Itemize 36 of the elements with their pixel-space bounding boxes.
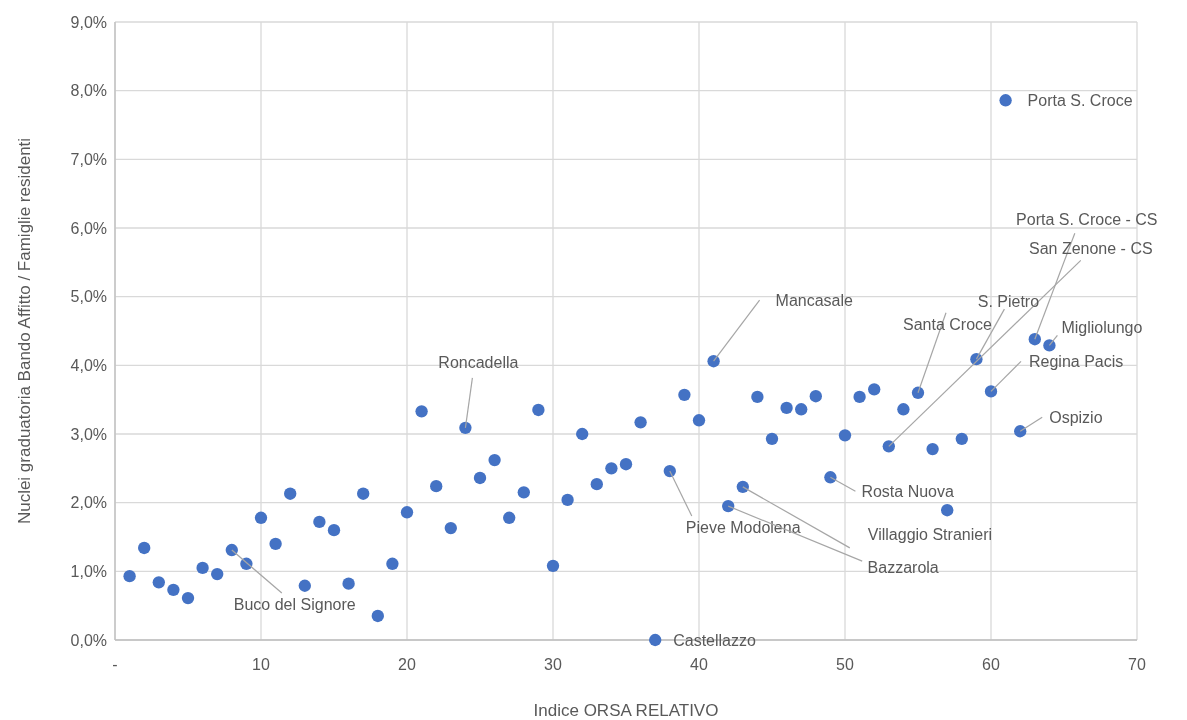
y-tick-label: 7,0% [70, 150, 107, 168]
annotation: Porta S. Croce - CS [1016, 210, 1158, 228]
x-axis-title: Indice ORSA RELATIVO [533, 701, 719, 720]
x-tick-label: - [112, 656, 118, 673]
annotation: Pieve Modolena [685, 518, 801, 536]
y-tick-label: 2,0% [70, 494, 107, 512]
x-tick-label: 50 [836, 656, 854, 673]
annotation: Villaggio Stranieri [867, 526, 993, 544]
x-tick-label: 40 [690, 656, 708, 673]
y-tick-label: 0,0% [70, 631, 107, 649]
annotation: Castellazzo [673, 631, 756, 649]
y-axis-title: Nuclei graduatoria Bando Affitto / Famiglie residenti [15, 137, 34, 525]
x-tick-label: 60 [982, 656, 1000, 673]
y-tick-label: 4,0% [70, 356, 107, 374]
annotation: Regina Pacis [1029, 353, 1124, 371]
annotation: Migliolungo [1061, 319, 1143, 337]
annotation: Mancasale [775, 291, 854, 309]
x-tick-label: 30 [544, 656, 562, 673]
annotation: Roncadella [438, 354, 519, 372]
y-tick-label: 1,0% [70, 562, 107, 580]
annotation: Buco del Signore [233, 595, 356, 613]
x-tick-label: 70 [1128, 656, 1146, 673]
annotation: Porta S. Croce [1027, 91, 1133, 109]
annotation: S. Pietro [977, 292, 1040, 310]
annotation: San Zenone - CS [1028, 239, 1153, 257]
annotation: Santa Croce [903, 316, 993, 334]
annotation: Rosta Nuova [861, 482, 954, 500]
y-tick-label: 8,0% [70, 82, 107, 100]
x-tick-label: 20 [398, 656, 416, 673]
x-tick-label: 10 [252, 656, 270, 673]
y-tick-label: 3,0% [70, 425, 107, 443]
y-tick-label: 9,0% [70, 13, 107, 31]
annotation: Ospizio [1049, 408, 1103, 426]
y-tick-label: 5,0% [70, 288, 107, 306]
annotation: Bazzarola [867, 558, 939, 576]
y-tick-label: 6,0% [70, 219, 107, 237]
